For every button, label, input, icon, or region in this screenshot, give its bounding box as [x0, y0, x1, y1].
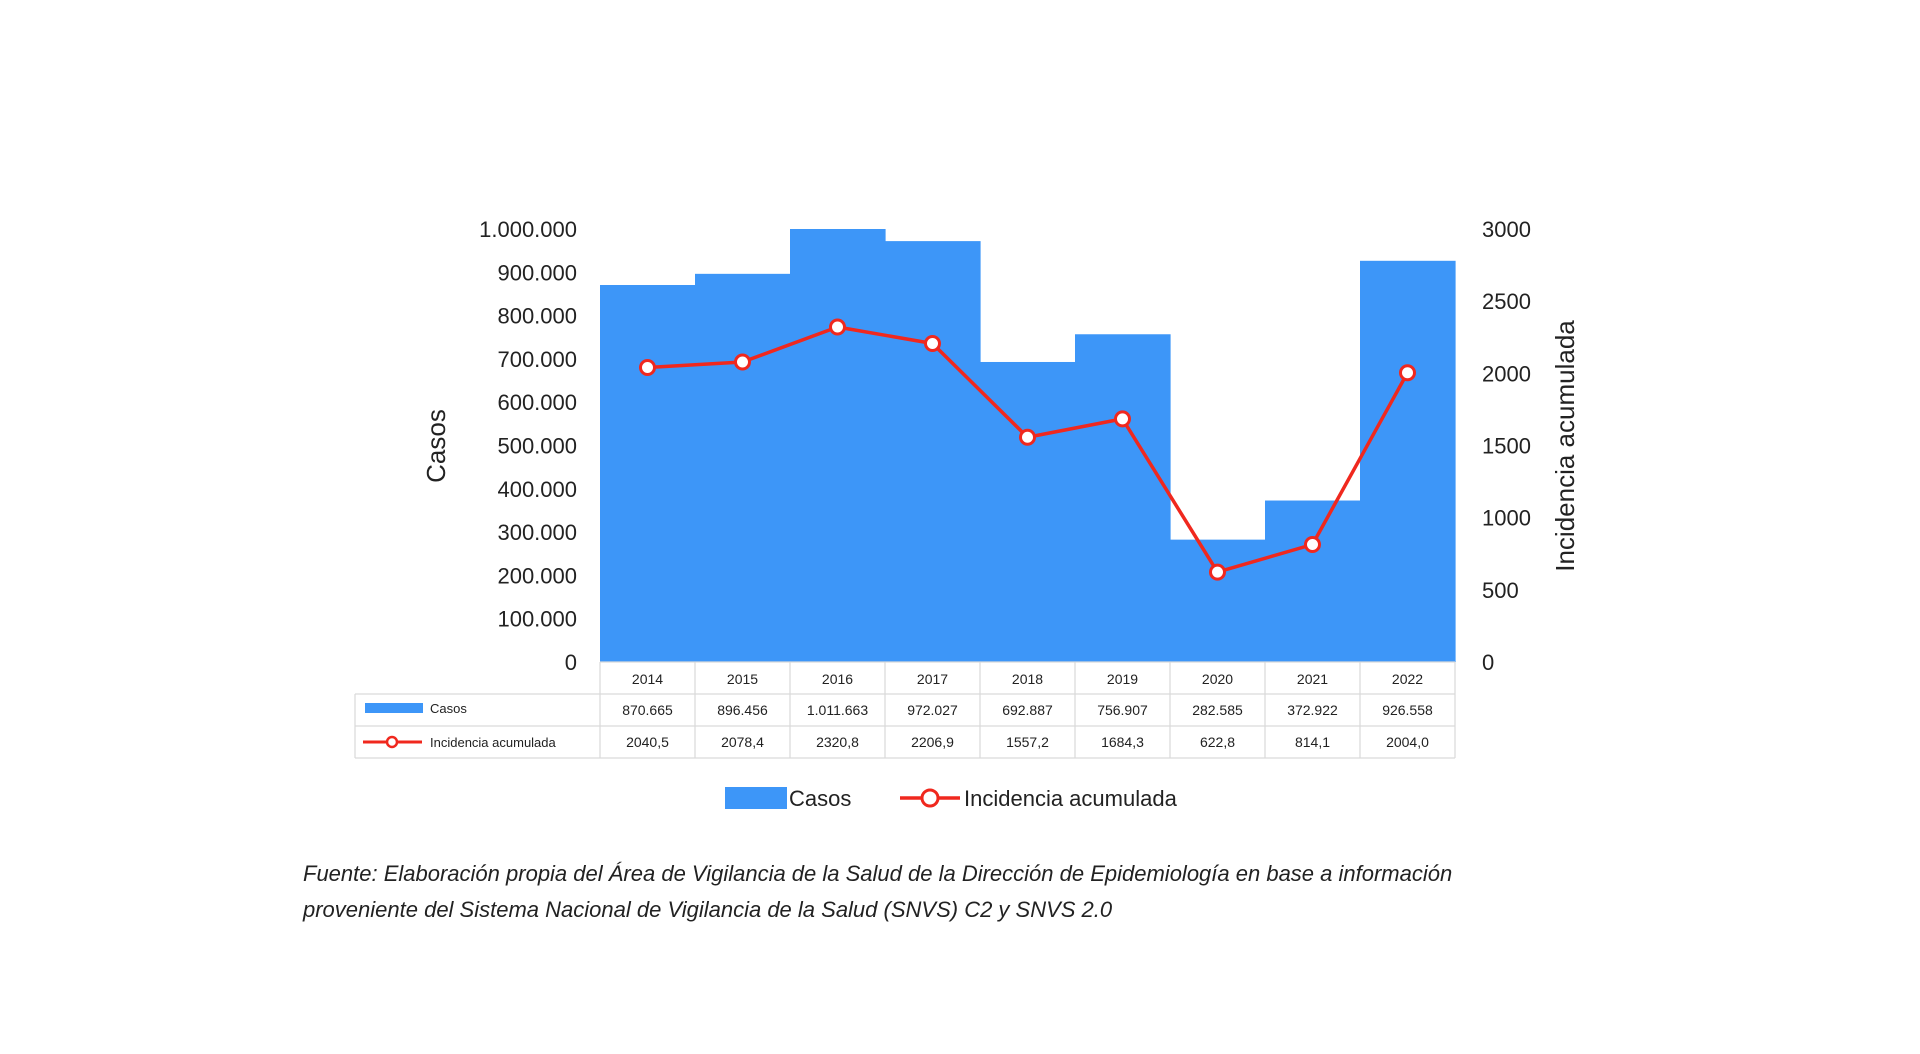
y-tick-label: 900.000 [497, 260, 577, 285]
x-tick-label: 2022 [1392, 671, 1423, 687]
x-tick-label: 2019 [1107, 671, 1138, 687]
x-tick-label: 2015 [727, 671, 758, 687]
table-cell-casos: 756.907 [1097, 702, 1148, 718]
x-tick-label: 2017 [917, 671, 948, 687]
table-cell-casos: 870.665 [622, 702, 673, 718]
bar-2022 [1360, 260, 1456, 662]
table-cell-casos: 926.558 [1382, 702, 1433, 718]
bar-2021 [1265, 500, 1361, 662]
point-2019 [1114, 410, 1131, 428]
table-cell-casos: 692.887 [1002, 702, 1053, 718]
table-cell-incidencia: 1684,3 [1101, 734, 1144, 750]
y-tick-label: 100.000 [497, 607, 577, 632]
bar-2016 [790, 229, 886, 662]
y-tick-label: 0 [565, 650, 577, 675]
point-2020 [1209, 563, 1226, 581]
x-tick-label: 2018 [1012, 671, 1043, 687]
table-cell-incidencia: 2320,8 [816, 734, 859, 750]
point-2014 [639, 358, 656, 376]
y-tick-label: 700.000 [497, 347, 577, 372]
x-tick-label: 2014 [632, 671, 663, 687]
y-tick-label: 800.000 [497, 304, 577, 329]
table-cell-casos: 896.456 [717, 702, 768, 718]
y-tick-label: 600.000 [497, 390, 577, 415]
x-tick-label: 2020 [1202, 671, 1233, 687]
table-cell-incidencia: 2040,5 [626, 734, 669, 750]
table-cell-incidencia: 2078,4 [721, 734, 764, 750]
table-cell-casos: 372.922 [1287, 702, 1338, 718]
source-note: Fuente: Elaboración propia del Área de V… [303, 856, 1643, 928]
bar-2019 [1075, 334, 1171, 662]
bar-2018 [980, 361, 1076, 662]
y2-axis-label: Incidencia acumulada [1550, 320, 1580, 572]
y-tick-label: 400.000 [497, 477, 577, 502]
point-2015 [734, 353, 751, 371]
x-tick-label: 2021 [1297, 671, 1328, 687]
table-cell-incidencia: 622,8 [1200, 734, 1235, 750]
y2-tick-label: 2500 [1482, 289, 1531, 314]
table-cell-incidencia: 814,1 [1295, 734, 1330, 750]
y-tick-label: 200.000 [497, 563, 577, 588]
table-key-casos [365, 703, 423, 713]
legend-key-casos [725, 787, 787, 809]
y2-tick-label: 1500 [1482, 434, 1531, 459]
y-tick-label: 300.000 [497, 520, 577, 545]
point-2021 [1304, 535, 1321, 553]
table-cell-casos: 972.027 [907, 702, 958, 718]
point-2016 [829, 318, 846, 336]
point-2017 [924, 334, 941, 352]
table-cell-casos: 282.585 [1192, 702, 1243, 718]
y2-tick-label: 0 [1482, 650, 1494, 675]
y-tick-label: 500.000 [497, 434, 577, 459]
y-axis-label: Casos [421, 409, 451, 483]
point-2022 [1399, 364, 1416, 382]
table-cell-incidencia: 2206,9 [911, 734, 954, 750]
x-tick-label: 2016 [822, 671, 853, 687]
point-2018 [1019, 428, 1036, 446]
table-key-incidencia-marker [385, 735, 399, 749]
y-tick-label: 1.000.000 [479, 217, 577, 242]
table-row-label-casos: Casos [430, 701, 467, 716]
bar-2014 [600, 285, 696, 662]
source-line-1: Fuente: Elaboración propia del Área de V… [303, 861, 1453, 886]
table-cell-incidencia: 2004,0 [1386, 734, 1429, 750]
y2-tick-label: 1000 [1482, 506, 1531, 531]
table-cell-casos: 1.011.663 [807, 702, 868, 718]
table-row-label-incidencia: Incidencia acumulada [430, 735, 557, 750]
legend-label-casos: Casos [789, 786, 851, 811]
bar-2017 [885, 241, 981, 662]
legend-key-incidencia-marker [920, 788, 940, 808]
bar-2020 [1170, 539, 1266, 662]
legend-label-incidencia: Incidencia acumulada [964, 786, 1178, 811]
table-cell-incidencia: 1557,2 [1006, 734, 1049, 750]
y2-tick-label: 3000 [1482, 217, 1531, 242]
y2-tick-label: 2000 [1482, 361, 1531, 386]
bar-2015 [695, 273, 791, 662]
y2-tick-label: 500 [1482, 578, 1519, 603]
source-line-2: proveniente del Sistema Nacional de Vigi… [303, 897, 1113, 922]
